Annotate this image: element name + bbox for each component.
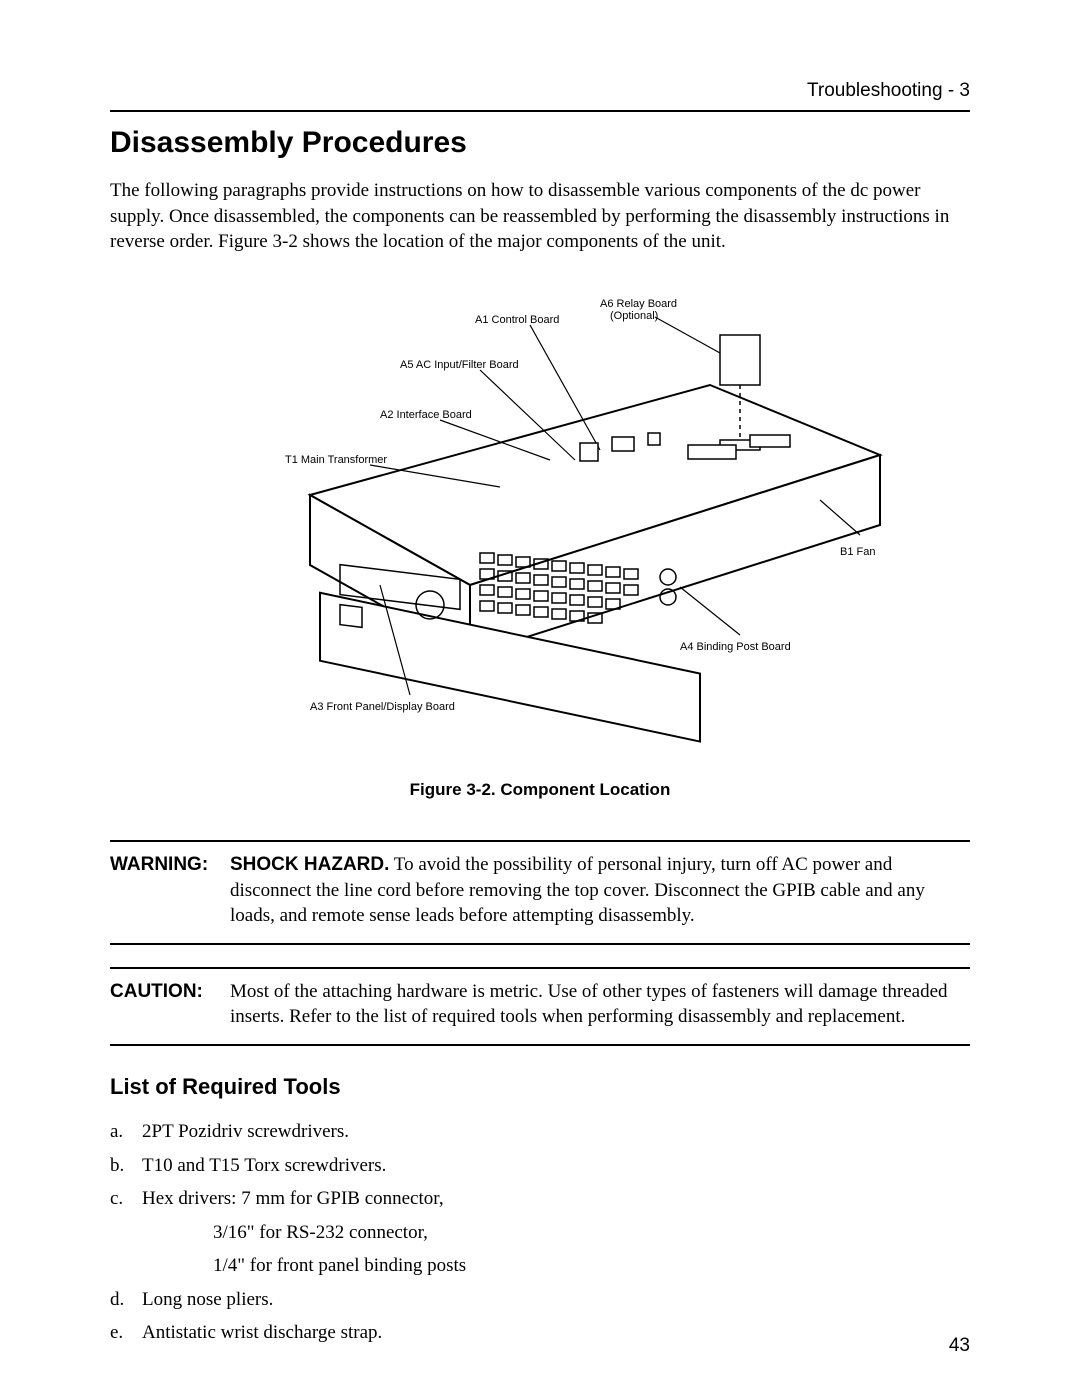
tool-marker: a. xyxy=(110,1118,142,1146)
label-a6: A6 Relay Board xyxy=(600,298,677,310)
tool-item: e.Antistatic wrist discharge strap. xyxy=(110,1319,970,1347)
label-b1: B1 Fan xyxy=(840,546,875,558)
label-a3: A3 Front Panel/Display Board xyxy=(310,701,455,713)
tool-item: b.T10 and T15 Torx screwdrivers. xyxy=(110,1152,970,1180)
tool-text: 1/4" for front panel binding posts xyxy=(110,1252,970,1280)
intro-paragraph: The following paragraphs provide instruc… xyxy=(110,178,970,255)
tool-marker: b. xyxy=(110,1152,142,1180)
warning-block: WARNING: SHOCK HAZARD. To avoid the poss… xyxy=(110,840,970,945)
header-rule xyxy=(110,110,970,112)
tool-text: T10 and T15 Torx screwdrivers. xyxy=(142,1152,970,1180)
label-a4: A4 Binding Post Board xyxy=(680,641,791,653)
tool-list: a.2PT Pozidriv screwdrivers.b.T10 and T1… xyxy=(110,1118,970,1347)
tool-text: Long nose pliers. xyxy=(142,1286,970,1314)
tool-item: d.Long nose pliers. xyxy=(110,1286,970,1314)
caution-text: Most of the attaching hardware is metric… xyxy=(230,979,970,1030)
tool-marker: e. xyxy=(110,1319,142,1347)
tool-marker: d. xyxy=(110,1286,142,1314)
warning-label: WARNING: xyxy=(110,852,230,929)
tool-text: 2PT Pozidriv screwdrivers. xyxy=(142,1118,970,1146)
label-a1: A1 Control Board xyxy=(475,314,559,326)
caution-label: CAUTION: xyxy=(110,979,230,1030)
tools-heading: List of Required Tools xyxy=(110,1074,970,1100)
label-a2: A2 Interface Board xyxy=(380,409,472,421)
tool-item: 3/16" for RS-232 connector, xyxy=(110,1219,970,1247)
label-a5: A5 AC Input/Filter Board xyxy=(400,359,519,371)
tool-text: Hex drivers: 7 mm for GPIB connector, xyxy=(142,1185,970,1213)
caution-block: CAUTION: Most of the attaching hardware … xyxy=(110,967,970,1046)
label-a6-sub: (Optional) xyxy=(610,310,658,322)
warning-lead: SHOCK HAZARD. xyxy=(230,854,389,875)
figure-caption: Figure 3-2. Component Location xyxy=(110,780,970,800)
running-head: Troubleshooting - 3 xyxy=(110,80,970,102)
tool-item: c.Hex drivers: 7 mm for GPIB connector, xyxy=(110,1185,970,1213)
component-diagram: A1 Control Board A6 Relay Board (Optiona… xyxy=(110,285,970,800)
tool-item: 1/4" for front panel binding posts xyxy=(110,1252,970,1280)
tool-item: a.2PT Pozidriv screwdrivers. xyxy=(110,1118,970,1146)
label-t1: T1 Main Transformer xyxy=(285,454,387,466)
page-number: 43 xyxy=(949,1335,970,1357)
warning-text: SHOCK HAZARD. To avoid the possibility o… xyxy=(230,852,970,929)
tool-marker: c. xyxy=(110,1185,142,1213)
tool-text: 3/16" for RS-232 connector, xyxy=(110,1219,970,1247)
tool-text: Antistatic wrist discharge strap. xyxy=(142,1319,970,1347)
section-title: Disassembly Procedures xyxy=(110,126,970,160)
